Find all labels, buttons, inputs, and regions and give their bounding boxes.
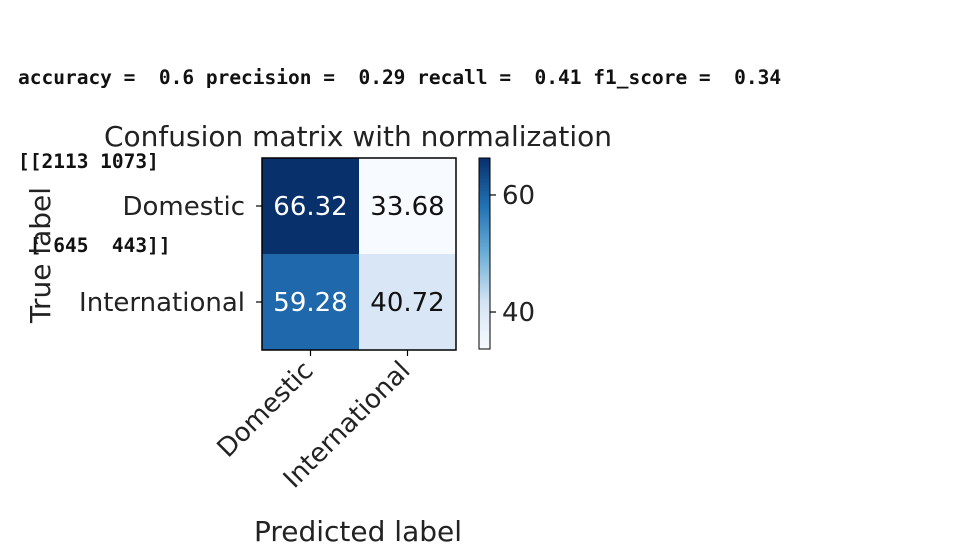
cell-value-label: 40.72 [370,288,444,318]
colorbar-tick-label: 40 [502,298,535,328]
cell-value-label: 59.28 [273,288,347,318]
heatmap-cell-labels: 66.32 33.68 59.28 40.72 [273,192,444,318]
y-tick-label: International [79,288,245,318]
cell-value-label: 66.32 [273,192,347,222]
chart-title: Confusion matrix with normalization [104,120,612,153]
heatmap-cell [359,254,456,350]
console-output: accuracy = 0.6 precision = 0.29 recall =… [18,8,781,288]
cell-value-label: 33.68 [370,192,444,222]
heatmap-frame [261,157,457,351]
y-axis-label: True label [24,187,57,324]
colorbar [478,157,491,350]
heatmap-cell [262,158,359,254]
y-axis-ticks: Domestic International [79,192,262,318]
y-tick-label: Domestic [122,192,245,222]
matrix-line-2: [ 645 443]] [18,234,171,257]
heatmap-cells [262,158,456,350]
colorbar-tick-label: 60 [502,181,535,211]
matrix-line-1: [[2113 1073] [18,150,159,173]
heatmap-cell [359,158,456,254]
heatmap-cell [262,254,359,350]
metrics-line: accuracy = 0.6 precision = 0.29 recall =… [18,66,782,89]
x-axis-label: Predicted label [254,515,462,548]
colorbar-ticks: 40 60 [490,181,535,328]
